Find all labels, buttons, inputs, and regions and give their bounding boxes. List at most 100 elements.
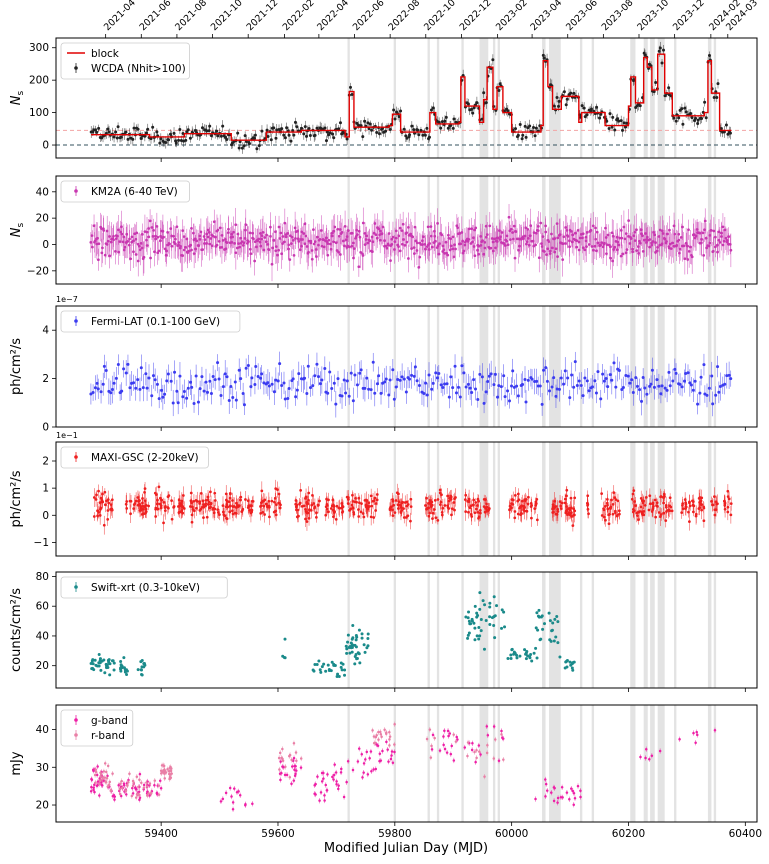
data-point bbox=[326, 504, 329, 507]
data-point bbox=[608, 513, 611, 516]
data-point bbox=[529, 234, 532, 237]
shaded-interval bbox=[394, 442, 396, 556]
data-point bbox=[536, 629, 539, 632]
data-point bbox=[249, 232, 252, 235]
y-axis-label-main: ph/cm²/s bbox=[9, 338, 24, 395]
data-point bbox=[634, 239, 637, 242]
data-point bbox=[554, 635, 557, 638]
data-point bbox=[182, 494, 185, 497]
data-point bbox=[464, 244, 467, 247]
top-tick-label: 2023-02 bbox=[494, 0, 530, 33]
data-point bbox=[424, 382, 427, 385]
data-point bbox=[430, 501, 433, 504]
data-point bbox=[125, 503, 128, 506]
data-point bbox=[459, 396, 462, 399]
data-point bbox=[142, 512, 145, 515]
shaded-interval bbox=[493, 442, 495, 556]
data-point bbox=[656, 246, 659, 249]
data-point bbox=[195, 375, 198, 378]
data-point bbox=[610, 379, 613, 382]
data-point bbox=[562, 383, 565, 386]
data-point bbox=[477, 498, 480, 501]
data-point bbox=[562, 235, 565, 238]
data-point bbox=[330, 387, 333, 390]
data-point bbox=[114, 131, 117, 134]
data-point bbox=[399, 379, 402, 382]
data-point bbox=[702, 254, 705, 257]
data-point bbox=[296, 389, 299, 392]
data-point bbox=[348, 646, 351, 649]
data-point bbox=[698, 392, 701, 395]
data-point bbox=[531, 378, 534, 381]
data-point bbox=[184, 139, 187, 142]
data-point bbox=[217, 229, 220, 232]
data-point bbox=[108, 255, 111, 258]
shaded-interval bbox=[580, 306, 582, 427]
data-point bbox=[513, 225, 516, 228]
data-point bbox=[262, 231, 265, 234]
data-point bbox=[352, 399, 355, 402]
data-point bbox=[178, 499, 181, 502]
y-tick-label: 0 bbox=[42, 510, 49, 522]
data-point bbox=[156, 503, 159, 506]
data-point bbox=[425, 497, 428, 500]
data-point bbox=[478, 591, 481, 594]
data-point bbox=[543, 622, 546, 625]
data-point bbox=[585, 245, 588, 248]
data-point bbox=[146, 387, 149, 390]
data-point bbox=[548, 389, 551, 392]
data-point bbox=[526, 510, 529, 513]
axis-exponent: 1e−1 bbox=[56, 431, 78, 440]
data-point bbox=[588, 389, 591, 392]
data-point bbox=[600, 492, 603, 495]
data-point bbox=[696, 228, 699, 231]
data-point bbox=[635, 512, 638, 515]
data-point bbox=[208, 125, 211, 128]
data-point bbox=[413, 246, 416, 249]
data-point bbox=[496, 240, 499, 243]
data-point bbox=[187, 128, 190, 131]
data-point bbox=[685, 506, 688, 509]
data-point bbox=[464, 498, 467, 501]
data-point bbox=[370, 505, 373, 508]
y-tick-label: −1 bbox=[34, 537, 49, 549]
data-point bbox=[312, 670, 315, 673]
top-tick-label: 2023-10 bbox=[635, 0, 671, 33]
data-point bbox=[140, 668, 143, 671]
data-point bbox=[410, 125, 413, 128]
data-point bbox=[206, 516, 209, 519]
data-point bbox=[716, 82, 719, 85]
shaded-interval bbox=[674, 442, 676, 556]
data-point bbox=[320, 229, 323, 232]
data-point bbox=[478, 634, 481, 637]
data-point bbox=[192, 232, 195, 235]
data-point bbox=[131, 235, 134, 238]
data-point bbox=[563, 90, 566, 93]
data-point bbox=[245, 367, 248, 370]
data-point bbox=[142, 665, 145, 668]
data-point bbox=[445, 116, 448, 119]
data-point bbox=[341, 394, 344, 397]
data-point bbox=[475, 616, 478, 619]
data-point bbox=[530, 517, 533, 520]
data-point bbox=[695, 513, 698, 516]
data-point bbox=[234, 223, 237, 226]
data-point bbox=[630, 378, 633, 381]
data-point bbox=[165, 379, 168, 382]
data-point bbox=[207, 503, 210, 506]
data-point bbox=[422, 392, 425, 395]
shaded-interval bbox=[580, 572, 582, 688]
data-point bbox=[98, 653, 101, 656]
data-point bbox=[694, 117, 697, 120]
data-point bbox=[238, 147, 241, 150]
data-point bbox=[729, 243, 732, 246]
data-point bbox=[124, 671, 127, 674]
top-tick-label: 2021-10 bbox=[209, 0, 245, 33]
data-point bbox=[409, 520, 412, 523]
data-point bbox=[259, 512, 262, 515]
data-point bbox=[92, 391, 95, 394]
data-point bbox=[221, 125, 224, 128]
shaded-interval bbox=[461, 442, 463, 556]
data-point bbox=[439, 127, 442, 130]
